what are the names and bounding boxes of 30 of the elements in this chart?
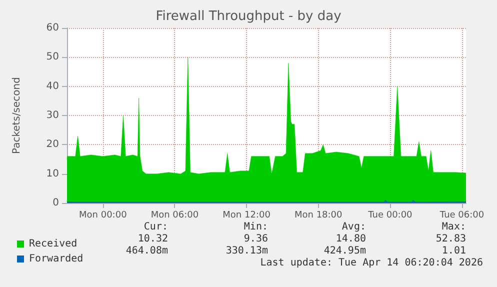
y-tick-label: 40 — [46, 80, 59, 92]
text: 330.13m — [226, 246, 268, 256]
text: 52.83 — [436, 234, 466, 244]
x-tick-label: Mon 06:00 — [150, 210, 199, 220]
y-tick-label: 50 — [46, 52, 59, 63]
text: 9.36 — [244, 234, 268, 244]
text: 464.08m — [126, 246, 168, 256]
y-tick-label: 30 — [46, 110, 59, 121]
x-tick-label: Mon 00:00 — [79, 210, 128, 220]
chart-title: Firewall Throughput - by day — [156, 9, 342, 24]
x-tick-label: Mon 12:00 — [222, 210, 271, 220]
legend-label: Received — [29, 238, 78, 250]
x-tick-label: Mon 18:00 — [294, 210, 343, 220]
y-tick-label: 0 — [52, 198, 59, 208]
text: 424.95m — [324, 246, 366, 256]
x-tick-label: Tue 06:00 — [438, 210, 484, 220]
y-tick-label: 10 — [46, 168, 59, 180]
text: 1.01 — [442, 246, 466, 256]
text: Max: — [442, 222, 466, 232]
y-axis-title: Packets/second — [12, 77, 22, 154]
text: 10.32 — [138, 234, 168, 244]
text: 14.80 — [336, 234, 366, 244]
text: Last update: Tue Apr 14 06:20:04 2026 — [260, 258, 483, 268]
x-tick-label: Tue 00:00 — [367, 210, 413, 220]
text: Avg: — [342, 222, 366, 232]
legend-label: Forwarded — [29, 254, 84, 264]
text: Min: — [244, 222, 268, 232]
y-tick-label: 60 — [46, 22, 59, 34]
text: Cur: — [144, 222, 168, 232]
y-tick-label: 20 — [46, 139, 59, 150]
